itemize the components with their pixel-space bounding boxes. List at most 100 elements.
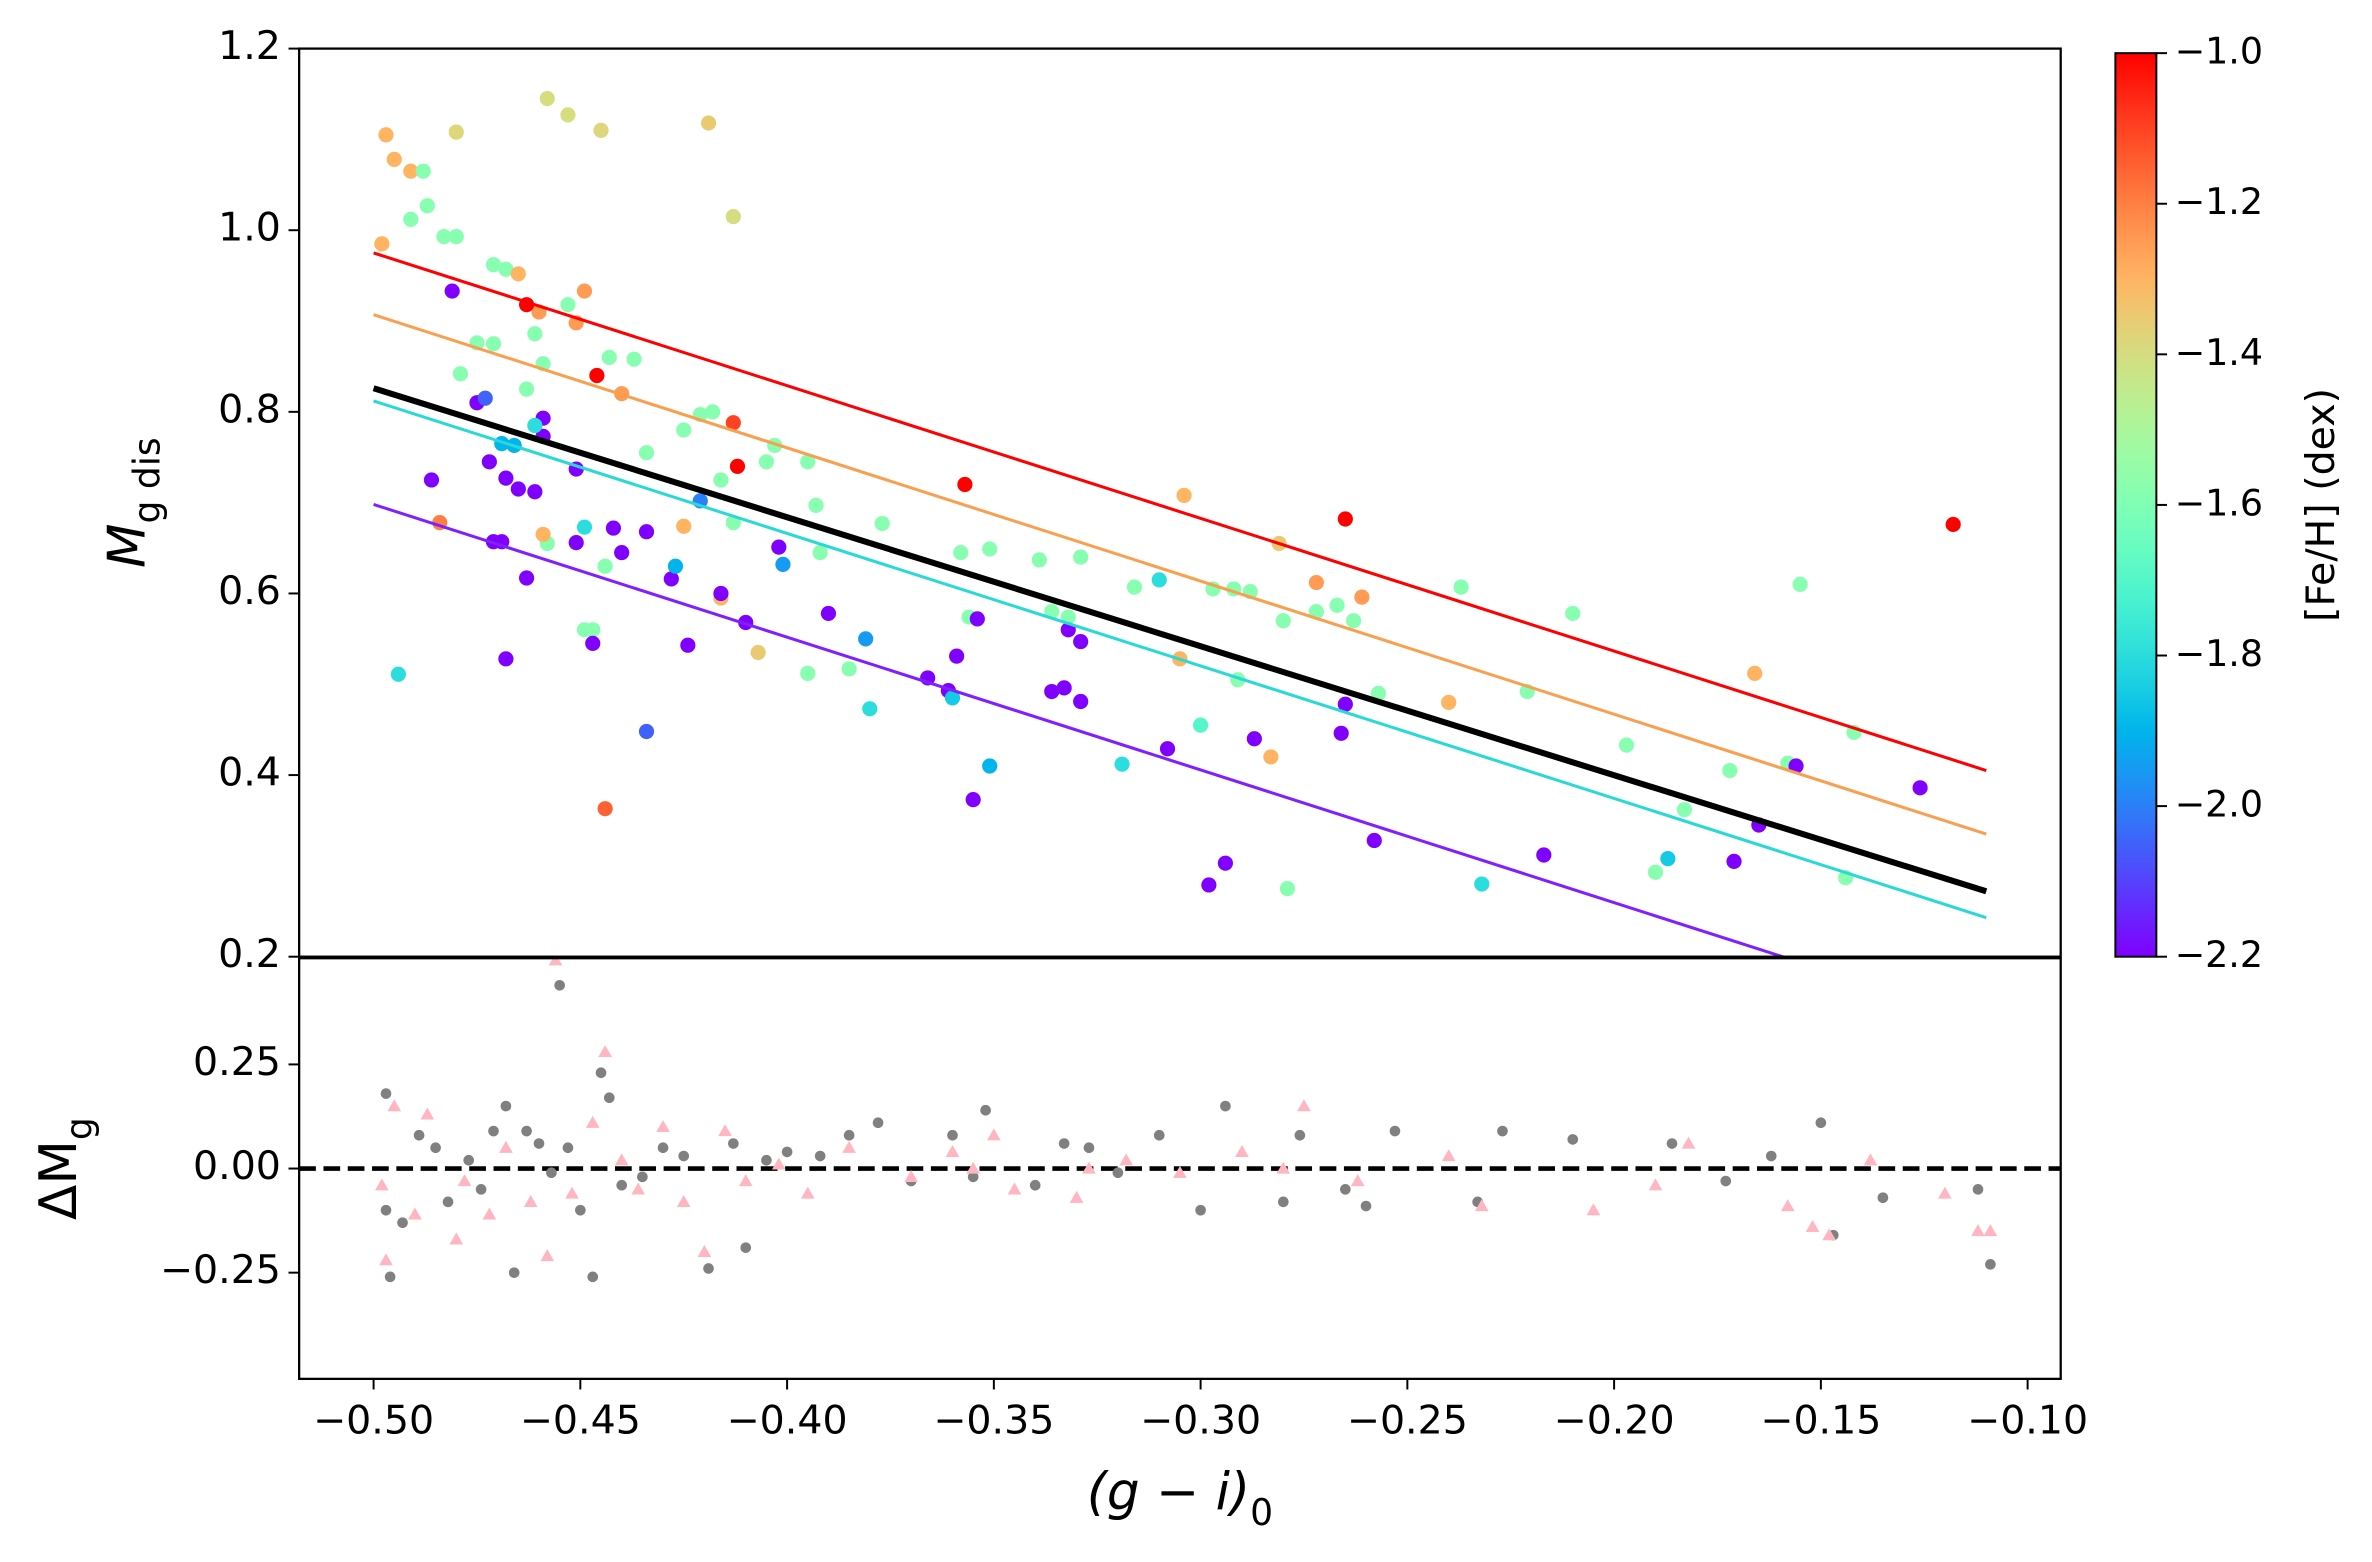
scatter-point bbox=[872, 1117, 884, 1129]
scatter-point bbox=[1938, 1186, 1952, 1199]
scatter-point bbox=[738, 1174, 753, 1187]
scatter-point bbox=[419, 198, 435, 214]
scatter-point bbox=[1983, 1224, 1998, 1237]
scatter-point bbox=[626, 351, 642, 367]
axis-label-sub: g dis bbox=[126, 437, 169, 523]
scatter-point bbox=[1029, 1179, 1041, 1191]
scatter-point bbox=[1346, 613, 1362, 629]
scatter-point bbox=[967, 1171, 979, 1183]
scatter-point bbox=[1083, 1142, 1095, 1154]
y-tick-label: 1.2 bbox=[218, 23, 281, 69]
scatter-point bbox=[1985, 1259, 1996, 1270]
scatter-point bbox=[1337, 511, 1353, 527]
fit-line bbox=[373, 313, 1987, 836]
scatter-point bbox=[676, 422, 692, 438]
scatter-point bbox=[758, 454, 775, 470]
scatter-point bbox=[1329, 597, 1345, 613]
scatter-point bbox=[475, 1184, 487, 1195]
scatter-point bbox=[605, 520, 622, 536]
colorbar-tick-label: −1.2 bbox=[2175, 180, 2263, 223]
plot-area bbox=[372, 90, 1988, 957]
axes-frame bbox=[298, 957, 2062, 1380]
scatter-point bbox=[1666, 1138, 1678, 1149]
scatter-point bbox=[597, 558, 613, 574]
scatter-point bbox=[678, 1150, 690, 1162]
scatter-point bbox=[1788, 758, 1804, 774]
scatter-point bbox=[1863, 1153, 1878, 1166]
scatter-point bbox=[969, 611, 985, 627]
scatter-point bbox=[874, 515, 890, 532]
scatter-point bbox=[510, 266, 526, 282]
scatter-point bbox=[518, 570, 535, 586]
scatter-point bbox=[488, 1125, 499, 1137]
axes-frame bbox=[298, 47, 2062, 958]
axis-label-main: M bbox=[97, 523, 157, 568]
scatter-point bbox=[452, 366, 469, 382]
x-tick-label: −0.10 bbox=[1967, 1398, 2088, 1444]
x-tick-label: −0.50 bbox=[313, 1398, 434, 1444]
scatter-point bbox=[1340, 1184, 1351, 1195]
scatter-point bbox=[1308, 604, 1324, 620]
scatter-point bbox=[1722, 762, 1738, 779]
scatter-point bbox=[1277, 1196, 1289, 1208]
scatter-point bbox=[1647, 864, 1664, 880]
scatter-point bbox=[597, 801, 613, 817]
axis-label: Mg dis bbox=[97, 437, 168, 568]
scatter-point bbox=[546, 1167, 557, 1179]
y-tick-label: 0.00 bbox=[193, 1143, 281, 1189]
scatter-point bbox=[949, 648, 965, 664]
scatter-point bbox=[725, 415, 741, 431]
scatter-point bbox=[420, 1107, 435, 1120]
scatter-point bbox=[1235, 1145, 1249, 1158]
scatter-point bbox=[1726, 853, 1742, 869]
scatter-point bbox=[408, 1207, 422, 1220]
scatter-point bbox=[667, 558, 684, 574]
scatter-point bbox=[987, 1128, 1001, 1141]
scatter-point bbox=[1193, 717, 1209, 733]
y-tick-label: 1.0 bbox=[218, 205, 281, 251]
scatter-point bbox=[1275, 613, 1291, 629]
scatter-point bbox=[1441, 1149, 1456, 1162]
x-tick-label: −0.20 bbox=[1554, 1398, 1675, 1444]
scatter-point bbox=[585, 622, 601, 638]
scatter-point bbox=[713, 472, 729, 488]
scatter-point bbox=[761, 1154, 772, 1166]
axis-label-sub: g bbox=[57, 1117, 100, 1140]
scatter-point bbox=[1151, 572, 1167, 588]
scatter-point bbox=[560, 107, 576, 123]
scatter-point bbox=[1119, 1153, 1134, 1166]
scatter-point bbox=[1815, 1117, 1827, 1129]
scatter-point bbox=[436, 228, 452, 245]
scatter-point bbox=[858, 631, 874, 647]
scatter-point bbox=[637, 1171, 648, 1183]
scatter-point bbox=[862, 701, 878, 717]
scatter-point bbox=[386, 151, 402, 167]
scatter-point bbox=[498, 261, 514, 277]
scatter-point bbox=[448, 228, 464, 245]
scatter-point bbox=[820, 605, 837, 622]
scatter-point bbox=[614, 544, 630, 561]
scatter-point bbox=[842, 1140, 856, 1153]
scatter-point bbox=[1126, 579, 1143, 595]
scatter-point bbox=[700, 115, 717, 131]
scatter-point bbox=[576, 519, 593, 535]
scatter-point bbox=[500, 1100, 512, 1112]
scatter-point bbox=[966, 1161, 981, 1174]
scatter-point bbox=[957, 476, 973, 493]
scatter-point bbox=[953, 544, 969, 561]
scatter-point bbox=[397, 1217, 408, 1228]
scatter-point bbox=[1660, 851, 1676, 867]
scatter-point bbox=[482, 1207, 497, 1220]
scatter-point bbox=[527, 417, 543, 434]
scatter-point bbox=[1441, 694, 1457, 711]
scatter-point bbox=[729, 458, 746, 474]
axis-label-main: ΔM bbox=[29, 1140, 89, 1220]
scatter-point bbox=[1044, 683, 1060, 700]
scatter-point bbox=[1350, 1174, 1365, 1187]
scatter-point bbox=[587, 1271, 599, 1283]
scatter-point bbox=[374, 236, 390, 252]
scatter-point bbox=[771, 539, 787, 555]
scatter-point bbox=[1389, 1125, 1401, 1137]
